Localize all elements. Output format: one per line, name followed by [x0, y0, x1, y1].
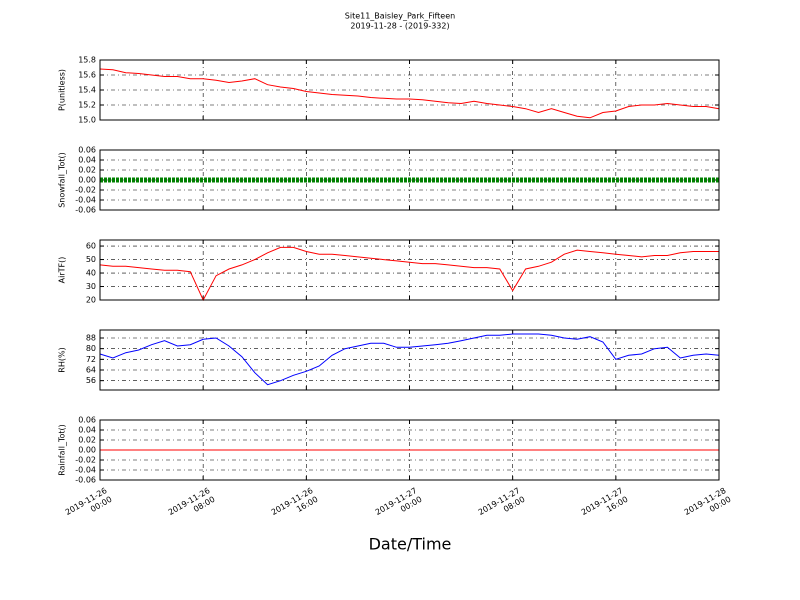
y-tick-label: -0.04: [75, 196, 96, 205]
y-tick-label: 0.00: [78, 176, 96, 185]
x-axis-label: Date/Time: [369, 535, 452, 554]
y-tick-label: 15.2: [78, 101, 96, 110]
y-tick-label: 56: [86, 376, 96, 385]
axes-frame: [99, 329, 720, 391]
y-tick-label: -0.02: [75, 186, 96, 195]
y-tick-label: 0.06: [78, 416, 96, 425]
axes-frame: [99, 239, 720, 301]
y-tick-label: 64: [86, 366, 96, 375]
axes-frame: [99, 419, 720, 481]
y-tick-label: 72: [86, 355, 96, 364]
y-axis-label: RH(%): [58, 347, 67, 372]
y-tick-label: 80: [86, 344, 96, 353]
y-tick-label: 15.6: [78, 71, 96, 80]
y-tick-label: 0.06: [78, 146, 96, 155]
y-axis-label: Rainfall_Tot(): [58, 424, 67, 476]
y-tick-label: -0.06: [75, 206, 96, 215]
y-axis-label: Snowfall_Tot(): [58, 152, 67, 208]
y-tick-label: 15.8: [78, 56, 96, 65]
y-tick-label: 20: [86, 296, 96, 305]
y-tick-label: 0.00: [78, 446, 96, 455]
y-tick-label: 30: [86, 282, 96, 291]
data-line: [99, 68, 720, 119]
axes-frame: [99, 59, 720, 121]
y-tick-label: 40: [86, 269, 96, 278]
y-tick-label: -0.04: [75, 466, 96, 475]
y-tick-label: 0.04: [78, 426, 96, 435]
y-tick-label: 60: [86, 242, 96, 251]
y-tick-label: 50: [86, 255, 96, 264]
data-line: [99, 333, 720, 386]
y-tick-label: -0.02: [75, 456, 96, 465]
chart-title: Site11_Baisley_Park_Fifteen: [345, 12, 455, 21]
y-tick-label: 0.02: [78, 166, 96, 175]
y-tick-label: 15.0: [78, 116, 96, 125]
y-axis-label: P(unitless): [58, 69, 67, 111]
y-axis-label: AirTF(): [58, 257, 67, 284]
y-tick-label: 88: [86, 334, 96, 343]
axes-frame: [99, 149, 720, 211]
chart-subtitle: 2019-11-28 - (2019-332): [350, 22, 449, 31]
y-tick-label: 0.04: [78, 156, 96, 165]
y-tick-label: 15.4: [78, 86, 96, 95]
y-tick-label: 0.02: [78, 436, 96, 445]
y-tick-label: -0.06: [75, 476, 96, 485]
